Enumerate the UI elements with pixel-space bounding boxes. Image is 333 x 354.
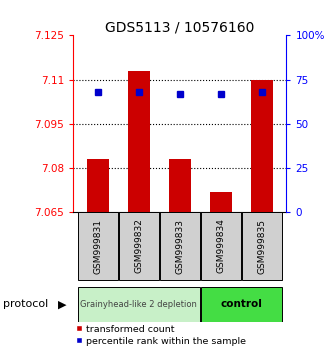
FancyBboxPatch shape	[119, 212, 159, 280]
Legend: transformed count, percentile rank within the sample: transformed count, percentile rank withi…	[71, 321, 250, 349]
Bar	[209, 192, 232, 212]
Title: GDS5113 / 10576160: GDS5113 / 10576160	[105, 20, 254, 34]
Text: GSM999833: GSM999833	[175, 218, 184, 274]
Bar	[250, 80, 273, 212]
Text: GSM999832: GSM999832	[134, 218, 143, 274]
Bar	[87, 159, 109, 212]
Text: Grainyhead-like 2 depletion: Grainyhead-like 2 depletion	[80, 300, 197, 309]
Bar	[128, 71, 150, 212]
Text: ▶: ▶	[58, 299, 67, 309]
Text: GSM999834: GSM999834	[216, 218, 225, 274]
Text: GSM999831: GSM999831	[93, 218, 102, 274]
Text: control: control	[220, 299, 262, 309]
Text: protocol: protocol	[3, 299, 49, 309]
Text: GSM999835: GSM999835	[257, 218, 266, 274]
FancyBboxPatch shape	[78, 287, 200, 322]
FancyBboxPatch shape	[201, 287, 282, 322]
FancyBboxPatch shape	[201, 212, 241, 280]
Bar	[168, 159, 191, 212]
FancyBboxPatch shape	[78, 212, 118, 280]
FancyBboxPatch shape	[242, 212, 282, 280]
FancyBboxPatch shape	[160, 212, 200, 280]
